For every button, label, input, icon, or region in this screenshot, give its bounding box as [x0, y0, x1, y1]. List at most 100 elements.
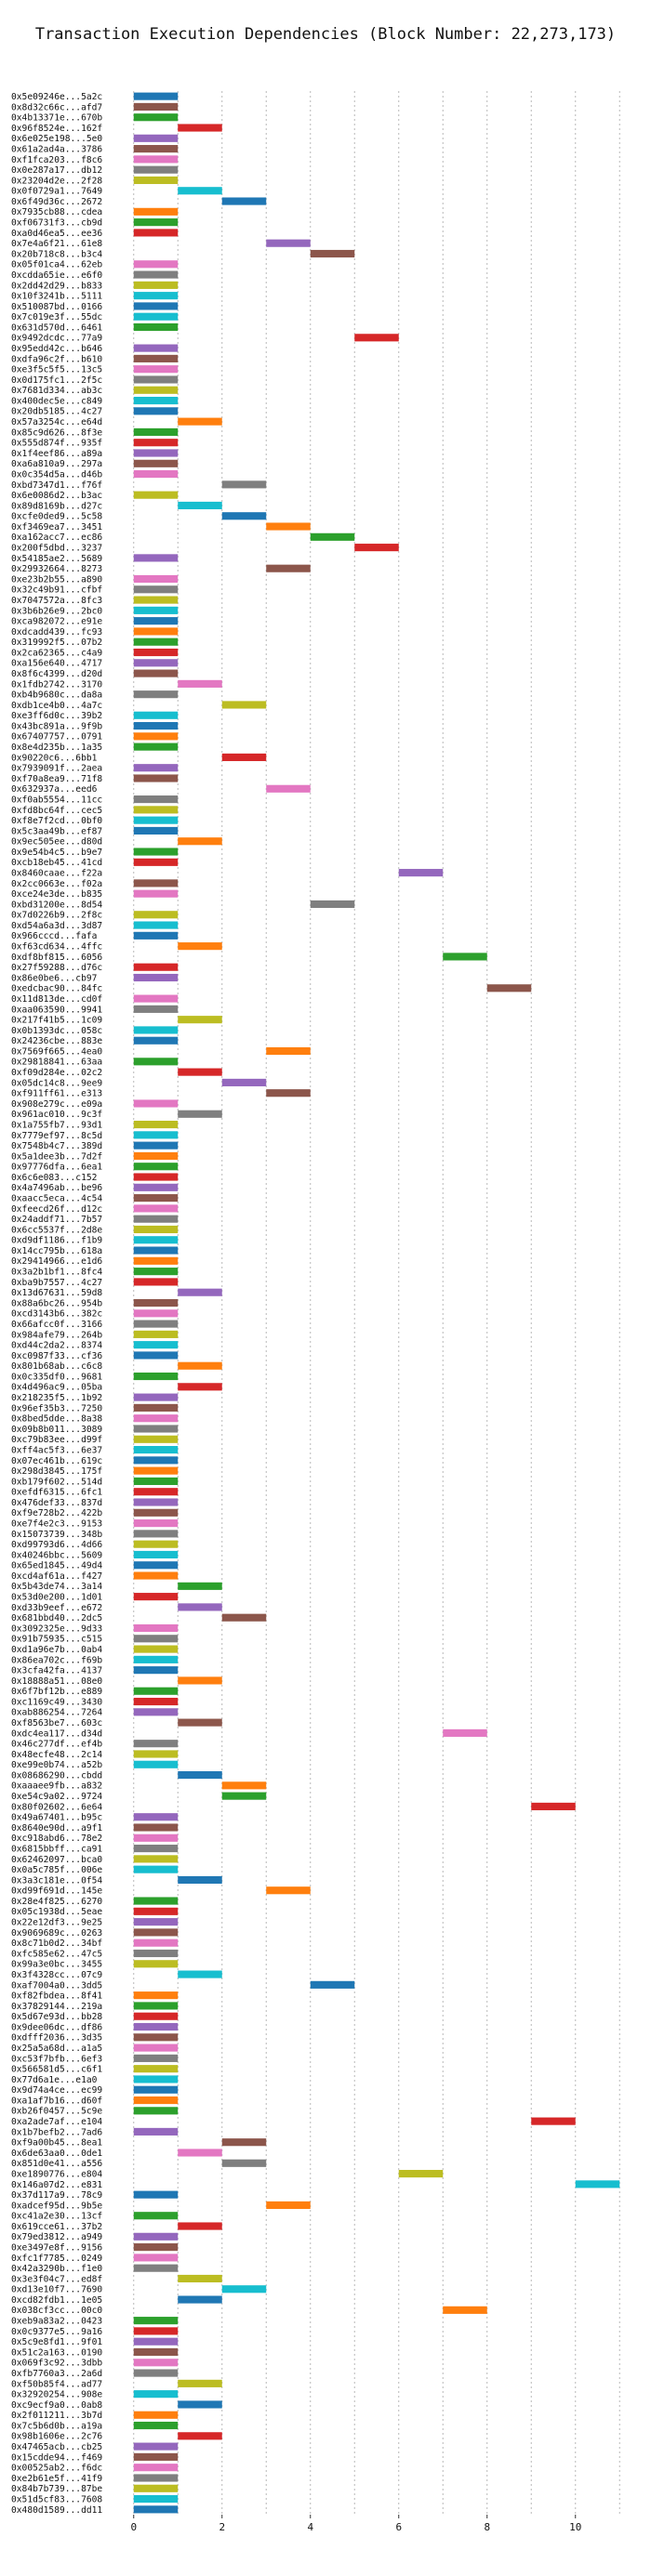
- transaction-label: 0x86e0be6...cb97: [11, 973, 98, 983]
- dependency-bar: [133, 1225, 179, 1234]
- transaction-label: 0x90220c6...6bb1: [11, 753, 98, 763]
- x-tick-label: 2: [219, 2521, 225, 2533]
- dependency-bar: [133, 879, 179, 887]
- dependency-bar: [133, 344, 179, 352]
- dependency-bar: [133, 1194, 179, 1203]
- dependency-bar: [133, 176, 179, 185]
- transaction-label: 0x0c354d5a...d46b: [11, 469, 102, 480]
- transaction-label: 0xe2b61e5f...41f9: [11, 2474, 102, 2484]
- dependency-bar: [133, 1151, 179, 1161]
- dependency-bar: [133, 2390, 179, 2399]
- dependency-bar: [221, 512, 267, 520]
- dependency-bar: [133, 1655, 179, 1663]
- dependency-bar: [133, 764, 179, 772]
- dependency-bar: [133, 1309, 179, 1318]
- dependency-bar: [133, 1498, 179, 1506]
- dependency-bar: [266, 1046, 311, 1056]
- transaction-label: 0x069f3c92...3dbb: [11, 2359, 102, 2369]
- dependency-bar: [133, 1918, 179, 1926]
- dependency-bar: [133, 1593, 179, 1601]
- transaction-label: 0x13d67631...59d8: [11, 1288, 102, 1298]
- transaction-label: 0xd99f691d...145e: [11, 1886, 102, 1897]
- transaction-label: 0x49a67401...b95c: [11, 1813, 102, 1823]
- dependency-bar: [221, 1078, 267, 1086]
- transaction-label: 0x5c9e8fd1...9f01: [11, 2337, 102, 2347]
- dependency-bar: [133, 1519, 179, 1528]
- transaction-label: 0x3a3c181e...0f54: [11, 1875, 102, 1886]
- dependency-bar: [133, 1530, 179, 1538]
- dependency-bar: [178, 2295, 222, 2304]
- dependency-bar: [221, 1781, 267, 1790]
- transaction-label: 0xe54c9a02...9724: [11, 1792, 102, 1802]
- transaction-label: 0xfc1f7785...0249: [11, 2254, 102, 2264]
- dependency-bar: [133, 2044, 179, 2052]
- transaction-label: 0xaacc5eca...4c54: [11, 1193, 102, 1203]
- dependency-bar: [133, 1645, 179, 1653]
- transaction-label: 0xeb9a83a2...0423: [11, 2317, 102, 2327]
- dependency-bar: [133, 281, 179, 289]
- dependency-bar: [133, 375, 179, 384]
- transaction-label: 0xcd4af61a...f427: [11, 1571, 102, 1582]
- dependency-bar: [133, 2442, 179, 2451]
- transaction-label: 0x27f59288...d76c: [11, 963, 102, 973]
- dependency-bar: [133, 365, 179, 374]
- transaction-label: 0xfb7760a3...2a6d: [11, 2369, 102, 2379]
- dependency-bar: [178, 417, 222, 426]
- transaction-label: 0x79ed3812...a949: [11, 2232, 102, 2242]
- transaction-label: 0xf63cd634...4ffc: [11, 942, 102, 953]
- transaction-label: 0x9492dcdc...77a9: [11, 334, 102, 344]
- transaction-label: 0xa0d46ea5...ee36: [11, 229, 102, 239]
- dependency-bar: [178, 2379, 222, 2387]
- transaction-label: 0xadcef95d...9b5e: [11, 2201, 102, 2211]
- dependency-bar: [178, 1383, 222, 1391]
- dependency-bar: [133, 1393, 179, 1401]
- transaction-label: 0xf911ff61...e313: [11, 1089, 102, 1099]
- dependency-bar: [178, 837, 222, 846]
- transaction-label: 0xf09d284e...02c2: [11, 1068, 102, 1078]
- x-axis-ticks: 0 2 4 6 8 10: [130, 2515, 581, 2533]
- dependency-bar: [133, 2107, 179, 2115]
- transaction-label: 0x681bbd40...2dc5: [11, 1613, 102, 1623]
- dependency-bar: [178, 679, 222, 688]
- dependency-bar: [133, 312, 179, 321]
- transaction-label: 0x3a2b1bf1...8fc4: [11, 1268, 102, 1278]
- dependency-bar: [133, 1466, 179, 1475]
- transaction-label: 0xc79b83ee...d99f: [11, 1435, 102, 1445]
- transaction-label: 0xe7f4e2c3...9153: [11, 1518, 102, 1529]
- transaction-label: 0x67407757...0791: [11, 732, 102, 743]
- dependency-bar: [133, 659, 179, 667]
- dependency-bar: [133, 963, 179, 971]
- transaction-label: 0x1f4eef86...a89a: [11, 449, 102, 459]
- dependency-bar: [133, 1740, 179, 1748]
- dependency-bar: [133, 1928, 179, 1937]
- transaction-label: 0xcfe0ded9...5c58: [11, 512, 102, 522]
- transaction-label: 0xcdda65ie...e6f0: [11, 270, 102, 281]
- transaction-label: 0x22e12df3...9e25: [11, 1918, 102, 1928]
- dependency-bar: [133, 2212, 179, 2220]
- dependency-bar: [133, 439, 179, 447]
- dependency-bar: [133, 427, 179, 436]
- transaction-label: 0x0c335df0...9681: [11, 1372, 102, 1382]
- dependency-bar: [133, 921, 179, 929]
- dependency-bar: [443, 2306, 487, 2314]
- transaction-label: 0x9dee06dc...df86: [11, 2022, 102, 2032]
- transaction-label: 0x40246bbc...5609: [11, 1550, 102, 1560]
- transaction-label: 0x29932664...8273: [11, 564, 102, 574]
- transaction-label: 0xe1890776...e804: [11, 2169, 102, 2179]
- dependency-bar: [133, 207, 179, 216]
- transaction-label: 0xbd31200e...8d54: [11, 900, 102, 910]
- transaction-label: 0x801b68ab...c6c8: [11, 1361, 102, 1372]
- transaction-label: 0xc41a2e30...13cf: [11, 2212, 102, 2222]
- dependency-bar: [133, 396, 179, 405]
- transaction-label: 0xd1a96e7b...0ab4: [11, 1645, 102, 1655]
- transaction-label: 0xd9df1186...f1b9: [11, 1236, 102, 1246]
- transaction-label: 0x908e279c...e09a: [11, 1099, 102, 1110]
- dependency-bar: [133, 155, 179, 164]
- dependency-bar: [133, 1246, 179, 1255]
- dependency-bar: [133, 1697, 179, 1706]
- dependency-bar: [133, 1823, 179, 1832]
- transaction-label: 0x24addf71...7b57: [11, 1215, 102, 1225]
- transaction-label: 0x8c71b0d2...34bf: [11, 1939, 102, 1949]
- transaction-label: 0x5c3aa49b...ef87: [11, 826, 102, 836]
- dependency-bar: [133, 1508, 179, 1517]
